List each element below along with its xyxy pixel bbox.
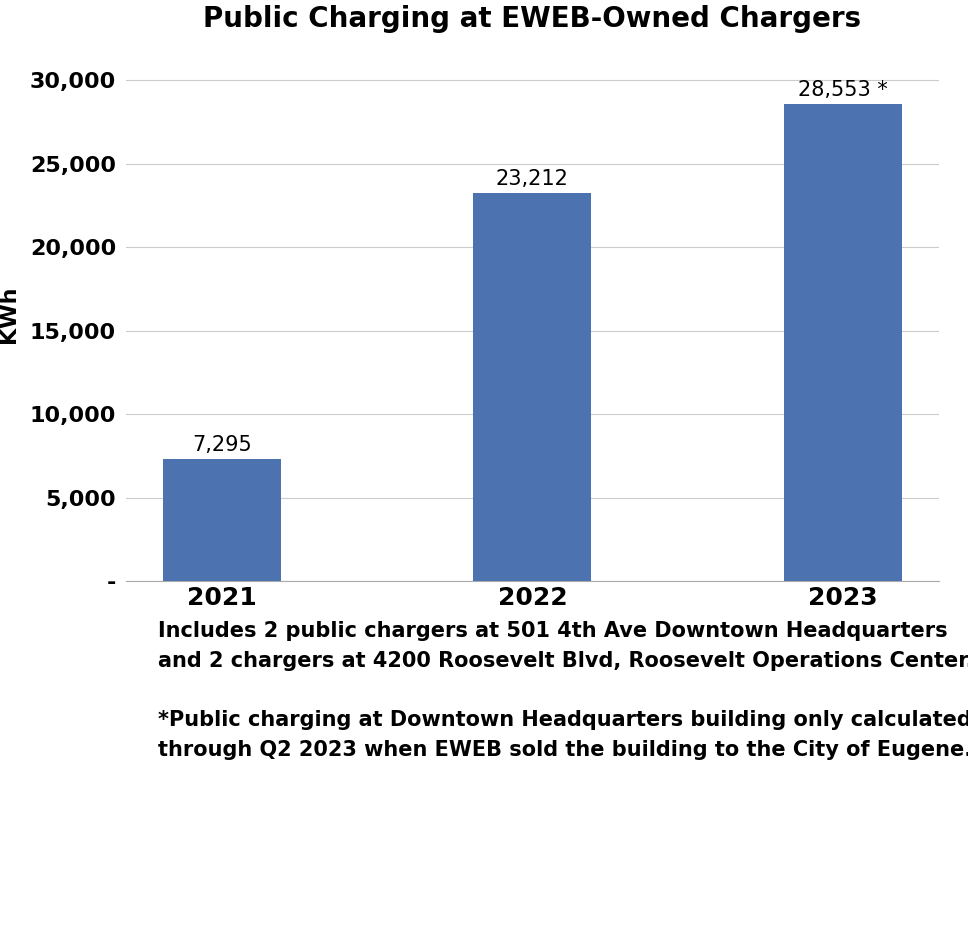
Bar (784, 105, 902, 581)
Title: Public Charging at EWEB-Owned Chargers: Public Charging at EWEB-Owned Chargers (203, 6, 862, 34)
Bar (163, 460, 281, 581)
Bar (473, 193, 591, 581)
Text: 28,553 *: 28,553 * (798, 79, 888, 100)
Y-axis label: KWh: KWh (0, 285, 18, 343)
Text: 23,212: 23,212 (496, 169, 569, 189)
Text: 7,295: 7,295 (192, 434, 252, 455)
Text: Includes 2 public chargers at 501 4th Ave Downtown Headquarters
and 2 chargers a: Includes 2 public chargers at 501 4th Av… (159, 621, 968, 759)
